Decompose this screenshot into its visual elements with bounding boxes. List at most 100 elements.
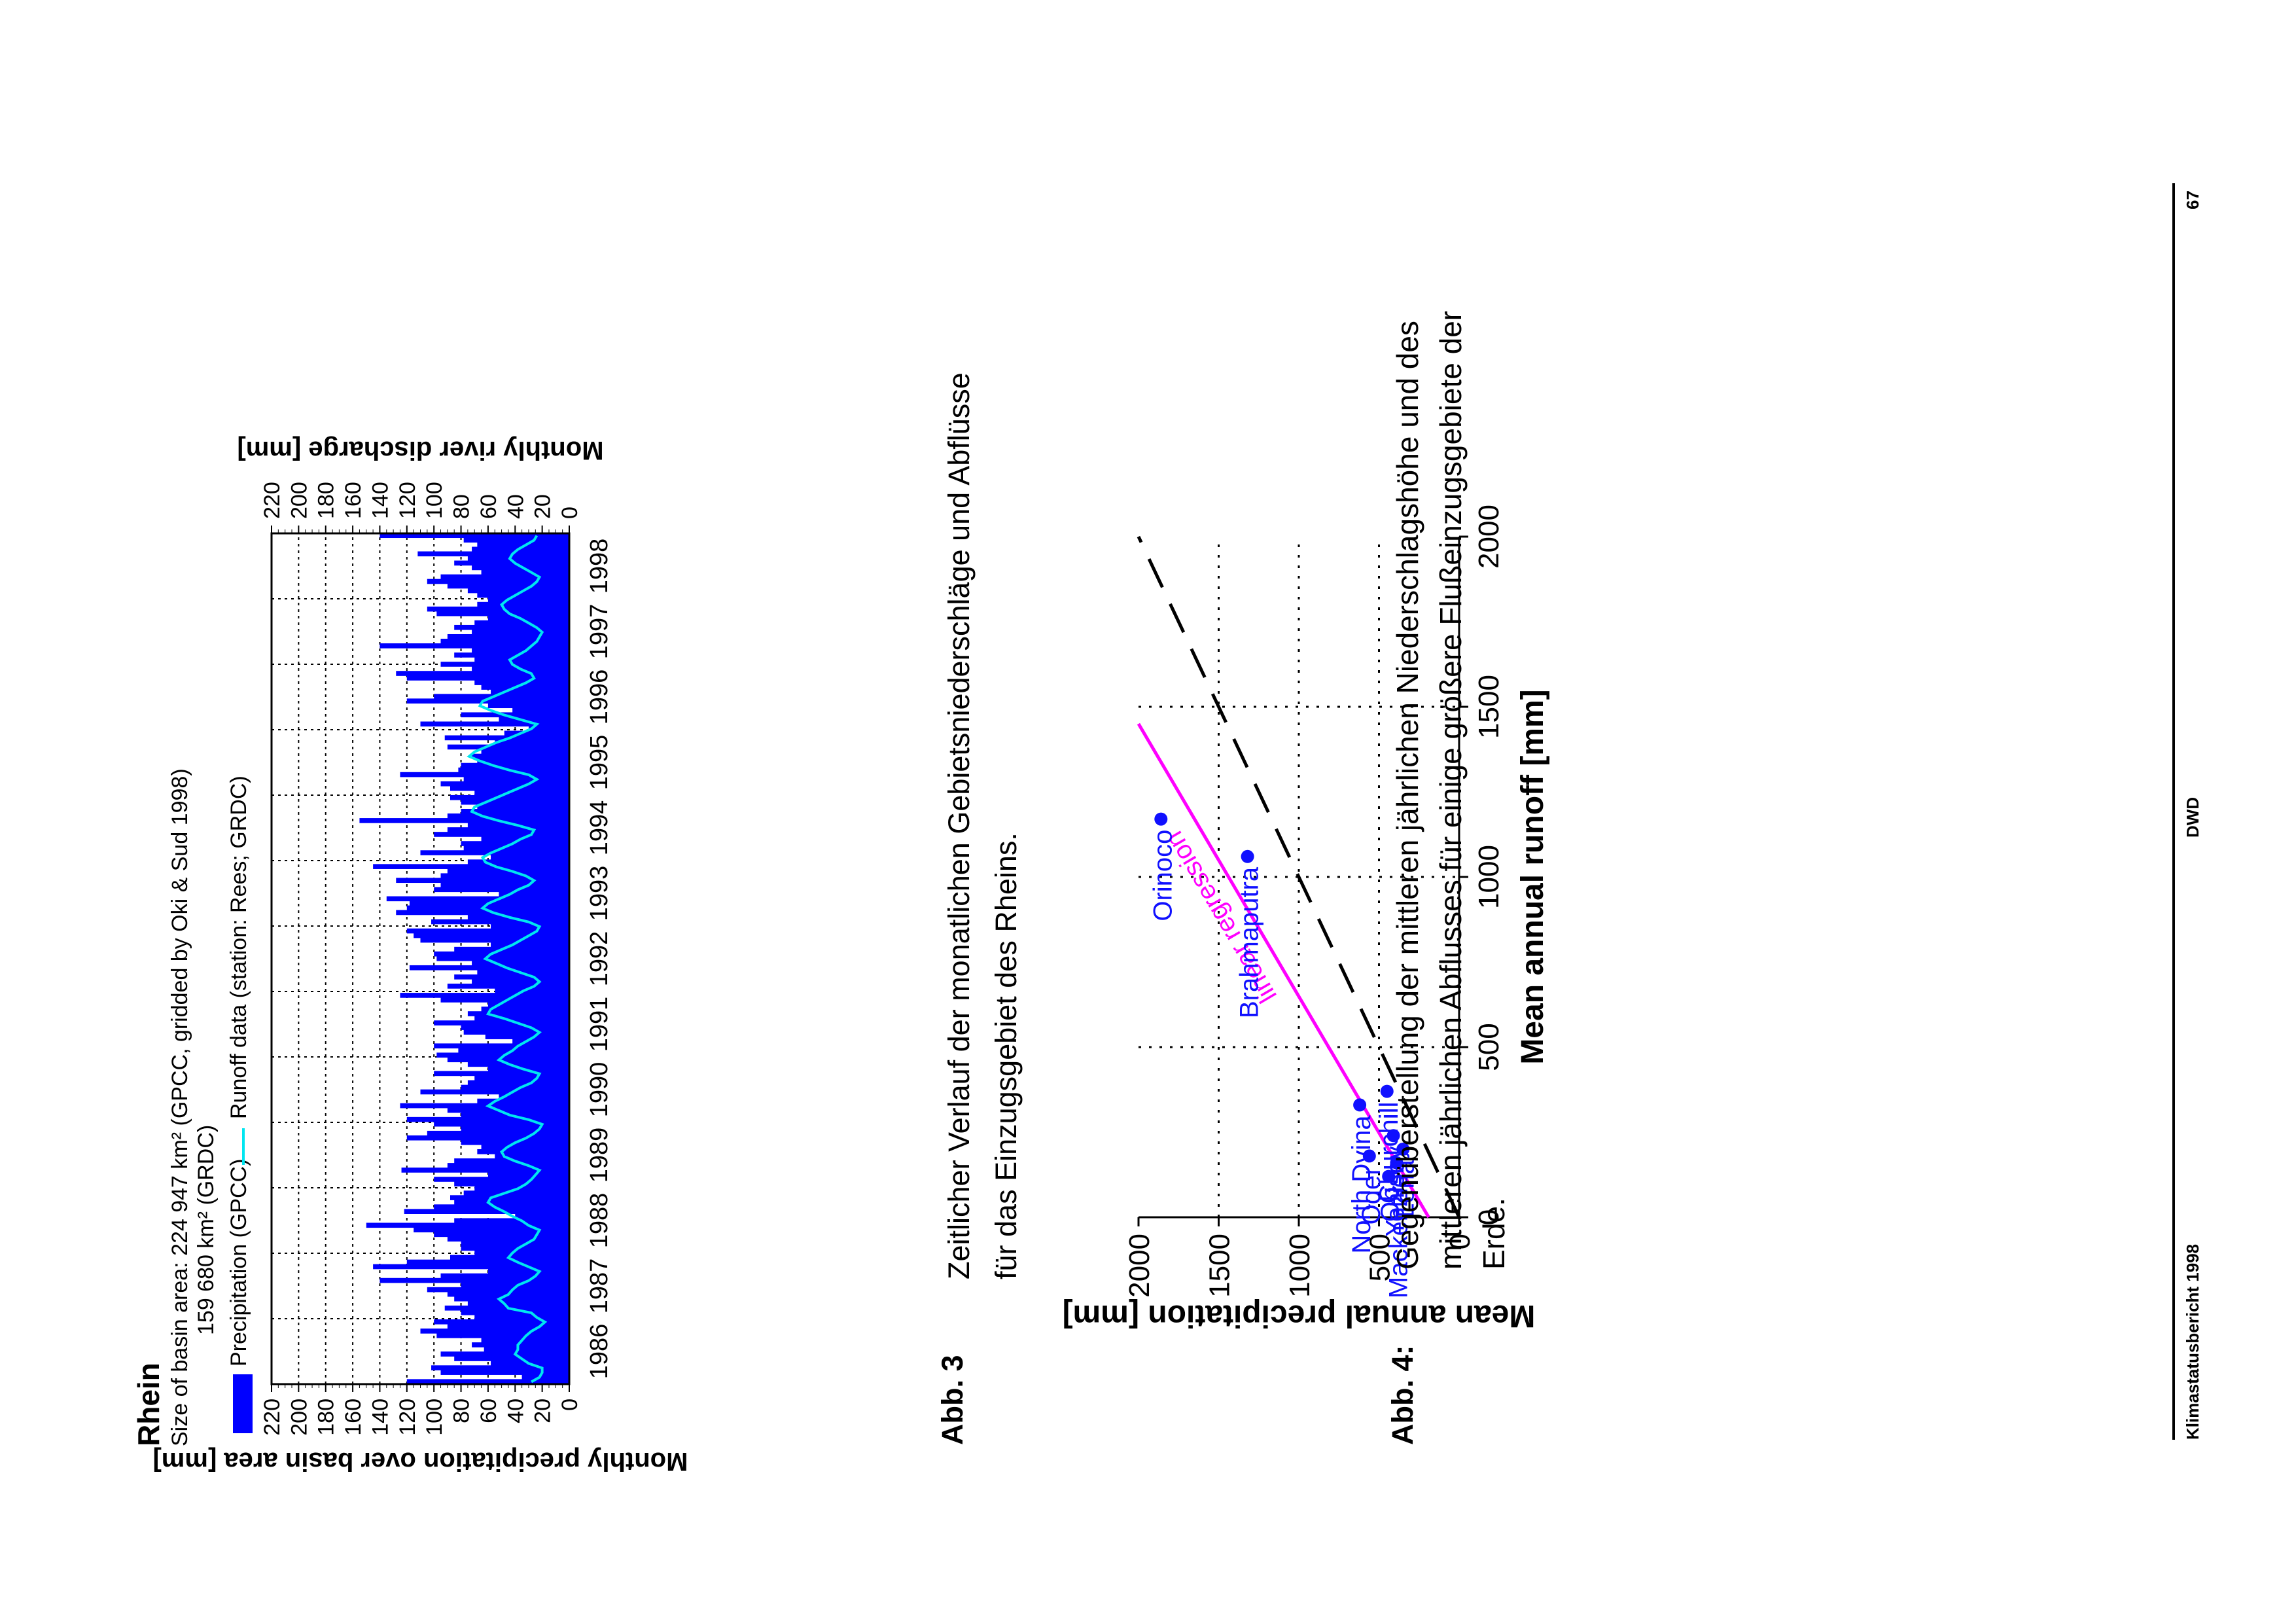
precip-bar <box>477 601 569 607</box>
precip-bar <box>434 887 569 893</box>
y-tick-label-left: 140 <box>368 1399 393 1436</box>
precip-bar <box>406 928 569 934</box>
precip-bar <box>477 1149 569 1154</box>
y-tick-label-left: 0 <box>557 1399 582 1411</box>
precip-bar <box>373 864 569 869</box>
precip-bar <box>461 1084 569 1090</box>
precip-bar <box>474 1250 569 1256</box>
precip-bar <box>450 794 569 800</box>
precip-bar <box>487 1002 569 1007</box>
precip-bar <box>436 955 569 961</box>
precip-bar <box>472 1342 570 1347</box>
fig4-caption-line2: mittleren jährlichen Abflusses für einig… <box>1434 310 1468 1270</box>
x-tick-label: 1995 <box>586 735 613 791</box>
scatter-point <box>1380 1084 1394 1098</box>
precip-bar <box>380 1277 569 1283</box>
precip-bar <box>474 620 569 626</box>
precip-bar <box>427 606 570 612</box>
scatter-point-label: Orinoco <box>1148 830 1177 921</box>
y-tick-label-right: 140 <box>368 482 393 519</box>
precip-bar <box>440 873 570 879</box>
precip-bar <box>406 698 569 704</box>
y-axis-label-left: Monthly precipitation over basin area [m… <box>153 1447 688 1476</box>
x-tick-label: 1988 <box>586 1193 613 1249</box>
scatter-y-tick-label: 1000 <box>1284 1234 1316 1298</box>
x-tick-label: 1993 <box>586 866 613 921</box>
y-tick-label-right: 60 <box>476 494 501 519</box>
precip-bar <box>487 615 569 621</box>
precip-bar <box>434 1020 569 1026</box>
precip-bar <box>474 1075 569 1081</box>
precip-bar <box>512 707 570 713</box>
precip-bar <box>404 1209 569 1214</box>
precip-bar <box>454 1218 570 1224</box>
precip-bar <box>406 675 569 681</box>
scatter-point <box>1362 1149 1376 1163</box>
precip-bar <box>521 1374 569 1380</box>
precip-bar <box>461 1245 569 1251</box>
scatter-x-tick-label: 1000 <box>1473 845 1505 909</box>
precip-bar <box>472 979 570 984</box>
scatter-axes <box>1137 535 1468 1226</box>
precip-bar <box>447 583 569 589</box>
precip-bar <box>417 551 569 557</box>
precip-bar <box>472 753 570 759</box>
precip-bar <box>406 1259 569 1265</box>
precip-bar <box>474 657 569 662</box>
precip-bar <box>454 946 570 952</box>
scatter-point <box>1353 1098 1367 1112</box>
precip-bar <box>461 1310 569 1315</box>
scatter-grid <box>1139 537 1459 1217</box>
precip-bar <box>366 1222 570 1228</box>
precip-bar <box>450 1195 569 1200</box>
precip-bar <box>447 827 569 832</box>
x-tick-label: 1996 <box>586 669 613 725</box>
y-tick-label-right: 200 <box>287 482 311 519</box>
precip-bar <box>461 1025 569 1030</box>
y-tick-label-right: 160 <box>341 482 366 519</box>
scatter-x-tick-label: 0 <box>1473 1209 1505 1225</box>
precip-bar <box>359 818 569 823</box>
fig4-caption-line1: Gegenüberstellung der mittleren jährlich… <box>1390 321 1424 1270</box>
precip-bar <box>440 882 570 888</box>
y-tick-label-right: 120 <box>395 482 420 519</box>
precip-bar <box>481 836 569 842</box>
y-tick-label-left: 160 <box>341 1399 366 1436</box>
scatter-point-label: Brahmaputra <box>1235 866 1264 1018</box>
precip-bar <box>400 993 569 998</box>
precip-bar <box>474 1314 569 1320</box>
precip-bar <box>467 588 570 594</box>
precip-bar <box>440 1370 570 1375</box>
precip-bar <box>406 905 569 911</box>
scatter-point <box>1396 1143 1410 1156</box>
precip-bar <box>487 1268 569 1274</box>
runoff-line <box>467 535 548 1383</box>
precip-bar <box>463 1029 569 1035</box>
precip-bar <box>467 914 570 920</box>
precip-bar <box>434 694 569 699</box>
scatter-point-label: Mackenzie <box>1384 1173 1413 1298</box>
precip-bar <box>440 662 570 667</box>
precip-bar <box>487 703 569 709</box>
precip-bar <box>474 790 569 796</box>
precip-bar <box>461 1126 569 1132</box>
y-tick-label-right: 220 <box>260 482 285 519</box>
precip-bar <box>380 643 569 649</box>
precip-bar <box>436 1333 569 1338</box>
precip-bar <box>461 712 569 718</box>
x-tick-label: 1991 <box>586 997 613 1052</box>
precip-bar <box>434 832 569 837</box>
precip-bar <box>386 896 569 902</box>
precip-bar <box>450 785 569 791</box>
precip-bar <box>447 744 569 750</box>
precip-bar <box>447 1163 569 1168</box>
precip-bar <box>373 1264 569 1270</box>
precip-bar <box>454 560 570 566</box>
precip-bar <box>481 749 569 755</box>
precip-bar <box>481 1007 569 1012</box>
scatter-point <box>1386 1129 1400 1143</box>
scatter-y-tick-label: 500 <box>1364 1234 1396 1281</box>
